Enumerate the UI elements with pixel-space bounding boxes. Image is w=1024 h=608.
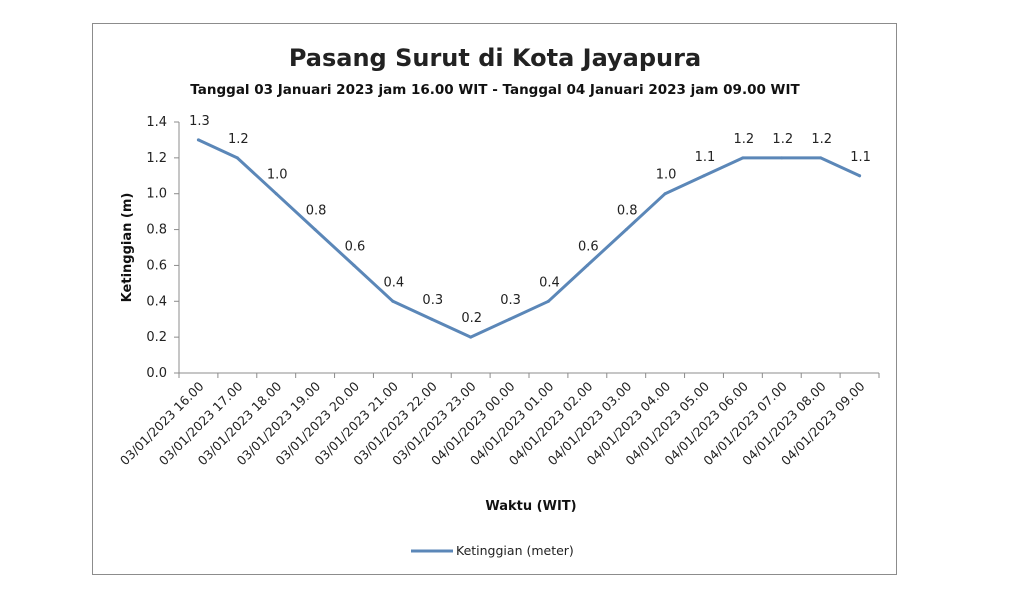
y-axis-label: Ketinggian (m) xyxy=(120,193,135,303)
x-axis-label: Waktu (WIT) xyxy=(485,499,576,514)
legend: Ketinggian (meter) xyxy=(411,543,574,558)
data-point xyxy=(819,156,823,160)
data-label: 1.1 xyxy=(695,150,716,165)
y-tick-label: 0.4 xyxy=(146,294,167,309)
data-point xyxy=(391,299,395,303)
data-point xyxy=(469,335,473,339)
data-label: 1.1 xyxy=(850,150,871,165)
data-point xyxy=(546,299,550,303)
chart-subtitle: Tanggal 03 Januari 2023 jam 16.00 WIT - … xyxy=(190,82,800,98)
legend-label: Ketinggian (meter) xyxy=(456,543,574,558)
y-tick-label: 1.0 xyxy=(146,187,167,202)
axes xyxy=(178,122,879,374)
data-label: 0.8 xyxy=(617,204,638,219)
data-label: 0.3 xyxy=(422,293,443,308)
y-tick-label: 0.6 xyxy=(146,258,167,273)
data-label: 1.0 xyxy=(656,168,677,183)
y-axis-ticks: 0.0 0.2 0.4 0.6 0.8 1.0 1.2 1.4 xyxy=(146,115,179,381)
data-point xyxy=(274,192,278,196)
series-line xyxy=(196,138,862,339)
y-tick-label: 0.2 xyxy=(146,330,167,345)
data-point xyxy=(196,138,200,142)
data-label: 1.3 xyxy=(189,114,210,129)
data-point xyxy=(352,263,356,267)
data-point xyxy=(585,263,589,267)
data-point xyxy=(663,192,667,196)
y-tick-label: 1.4 xyxy=(146,115,167,130)
data-label: 1.2 xyxy=(772,132,793,147)
data-point xyxy=(858,174,862,178)
data-label: 1.2 xyxy=(811,132,832,147)
line-chart: Pasang Surut di Kota Jayapura Tanggal 03… xyxy=(117,44,880,558)
data-point xyxy=(624,228,628,232)
data-point xyxy=(741,156,745,160)
y-tick-label: 0.8 xyxy=(146,223,167,238)
data-label: 0.6 xyxy=(345,239,366,254)
y-tick-label: 0.0 xyxy=(146,366,167,381)
data-point xyxy=(702,174,706,178)
data-label: 0.6 xyxy=(578,239,599,254)
data-point xyxy=(430,317,434,321)
y-tick-label: 1.2 xyxy=(146,151,167,166)
data-label: 0.8 xyxy=(306,204,327,219)
series-group xyxy=(196,138,862,339)
data-labels: 1.3 1.2 1.0 0.8 0.6 0.4 0.3 0.2 0.3 0.4 0.6 0.8 1.0 1… xyxy=(189,114,871,326)
data-point xyxy=(780,156,784,160)
data-point xyxy=(313,228,317,232)
data-label: 1.0 xyxy=(267,168,288,183)
data-label: 0.2 xyxy=(461,311,482,326)
data-point xyxy=(235,156,239,160)
data-label: 1.2 xyxy=(228,132,249,147)
data-label: 0.3 xyxy=(500,293,521,308)
data-label: 0.4 xyxy=(539,275,560,290)
data-label: 1.2 xyxy=(734,132,755,147)
data-point xyxy=(508,317,512,321)
chart-title: Pasang Surut di Kota Jayapura xyxy=(289,44,701,72)
data-label: 0.4 xyxy=(384,275,405,290)
chart-frame: Pasang Surut di Kota Jayapura Tanggal 03… xyxy=(92,23,897,575)
